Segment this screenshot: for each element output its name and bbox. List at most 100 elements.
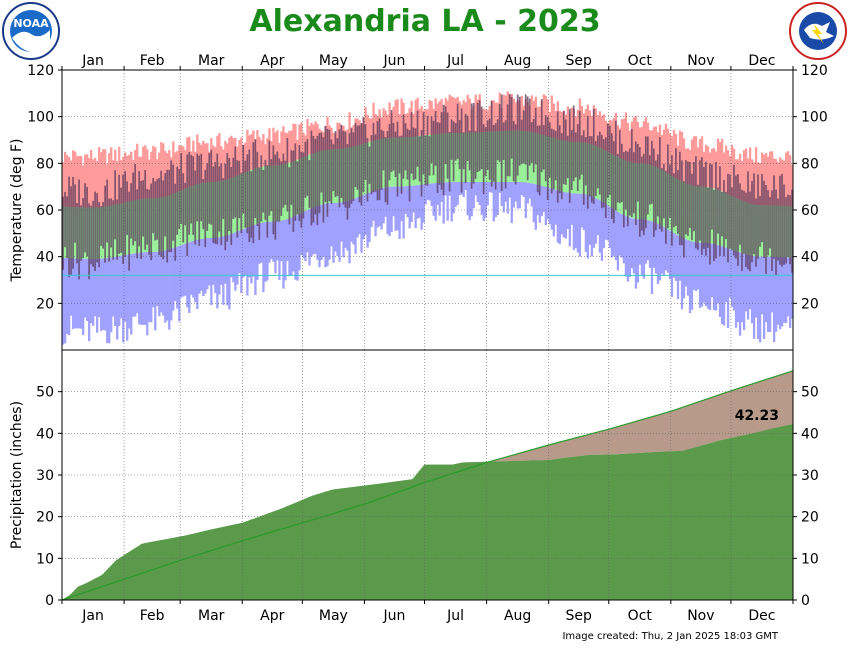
observed-temperature-bar xyxy=(618,130,621,204)
observed-temperature-bar xyxy=(719,166,721,256)
observed-precipitation-area xyxy=(62,424,793,600)
record-low-bar xyxy=(426,184,429,200)
observed-temperature-bar xyxy=(773,175,775,259)
precipitation-deficit-bar xyxy=(706,398,710,444)
observed-temperature-bar xyxy=(745,192,747,267)
observed-temperature-bar xyxy=(679,151,681,246)
temperature-tick-label: 80 xyxy=(801,156,819,172)
precipitation-tick-label: 10 xyxy=(36,551,54,567)
observed-temperature-bar xyxy=(514,124,517,185)
record-low-bar xyxy=(790,257,794,319)
record-high-bar xyxy=(612,117,616,156)
record-low-bar xyxy=(210,238,213,306)
observed-temperature-bar xyxy=(82,198,84,259)
observed-temperature-bar xyxy=(739,183,741,245)
observed-temperature-bar xyxy=(122,174,124,264)
observed-temperature-bar xyxy=(254,139,257,219)
record-low-bar xyxy=(744,254,748,312)
month-label-bottom: Aug xyxy=(504,608,531,624)
record-high-bar xyxy=(94,157,97,208)
record-low-bar xyxy=(82,258,85,336)
precipitation-deficit-bar xyxy=(618,425,622,454)
observed-temperature-bar xyxy=(424,135,427,186)
record-low-bar xyxy=(582,194,586,231)
observed-temperature-bar xyxy=(148,189,151,255)
precipitation-deficit-bar xyxy=(754,382,758,433)
precipitation-deficit-bar xyxy=(606,429,610,455)
record-low-bar xyxy=(402,186,405,239)
record-low-bar xyxy=(468,182,471,221)
observed-temperature-bar xyxy=(448,131,451,192)
record-low-bar xyxy=(112,257,115,317)
record-low-bar xyxy=(488,182,491,193)
observed-temperature-bar xyxy=(659,137,661,230)
observed-temperature-bar xyxy=(657,154,659,217)
observed-temperature-bar xyxy=(306,139,309,196)
observed-temperature-bar xyxy=(655,160,657,231)
record-low-bar xyxy=(464,182,467,190)
observed-temperature-bar xyxy=(512,120,515,182)
record-high-bar xyxy=(448,94,451,134)
observed-temperature-bar xyxy=(250,171,253,238)
record-low-bar xyxy=(568,193,571,247)
observed-temperature-bar xyxy=(789,195,791,265)
record-high-bar xyxy=(484,109,487,132)
temperature-tick-label: 40 xyxy=(801,250,819,266)
observed-temperature-bar xyxy=(558,125,561,194)
observed-temperature-bar xyxy=(310,130,313,226)
month-label-bottom: Mar xyxy=(198,608,225,624)
record-low-bar xyxy=(584,194,588,252)
observed-temperature-bar xyxy=(212,166,215,243)
record-low-bar xyxy=(268,221,271,263)
observed-temperature-bar xyxy=(600,134,603,209)
precipitation-deficit-bar xyxy=(502,457,505,462)
observed-temperature-bar xyxy=(420,130,423,197)
observed-temperature-bar xyxy=(484,127,487,177)
precipitation-deficit-bar xyxy=(672,410,676,452)
observed-temperature-bar xyxy=(192,156,195,235)
record-low-bar xyxy=(436,182,439,206)
observed-temperature-bar xyxy=(486,120,489,170)
observed-temperature-bar xyxy=(418,136,421,182)
record-low-bar xyxy=(728,249,732,298)
precipitation-deficit-bar xyxy=(762,380,766,431)
record-low-bar xyxy=(440,182,443,202)
record-high-bar xyxy=(294,123,297,161)
observed-temperature-bar xyxy=(572,105,575,182)
record-low-bar xyxy=(140,252,143,325)
observed-temperature-bar xyxy=(252,142,255,244)
record-high-bar xyxy=(264,144,267,167)
precipitation-deficit-bar xyxy=(528,450,531,461)
record-low-bar xyxy=(386,187,389,235)
precipitation-deficit-bar xyxy=(750,384,754,434)
observed-temperature-bar xyxy=(717,187,719,234)
record-high-bar xyxy=(82,165,85,208)
observed-temperature-bar xyxy=(536,125,539,193)
month-label-top: Mar xyxy=(198,53,225,69)
record-high-bar xyxy=(380,117,383,139)
precipitation-deficit-bar xyxy=(772,376,776,429)
month-label-top: Feb xyxy=(140,53,165,69)
record-low-bar xyxy=(270,221,273,260)
record-low-bar xyxy=(444,182,447,196)
precipitation-tick-label: 0 xyxy=(45,593,54,609)
record-low-bar xyxy=(248,226,251,278)
record-high-bar xyxy=(256,130,259,168)
record-low-bar xyxy=(232,233,235,283)
record-high-bar xyxy=(98,147,101,208)
record-low-bar xyxy=(422,184,425,223)
record-high-bar xyxy=(634,115,638,164)
observed-temperature-bar xyxy=(468,130,471,171)
record-low-bar xyxy=(574,193,578,249)
observed-temperature-bar xyxy=(530,122,533,163)
precipitation-tick-label: 30 xyxy=(36,468,54,484)
precipitation-deficit-bar xyxy=(494,459,497,462)
observed-temperature-bar xyxy=(707,187,709,248)
precipitation-deficit-bar xyxy=(642,419,646,453)
precipitation-deficit-bar xyxy=(518,453,521,461)
record-high-bar xyxy=(394,99,397,138)
record-low-bar xyxy=(732,250,736,311)
record-high-bar xyxy=(536,106,539,134)
observed-temperature-bar xyxy=(124,171,126,258)
record-low-bar xyxy=(632,218,636,274)
